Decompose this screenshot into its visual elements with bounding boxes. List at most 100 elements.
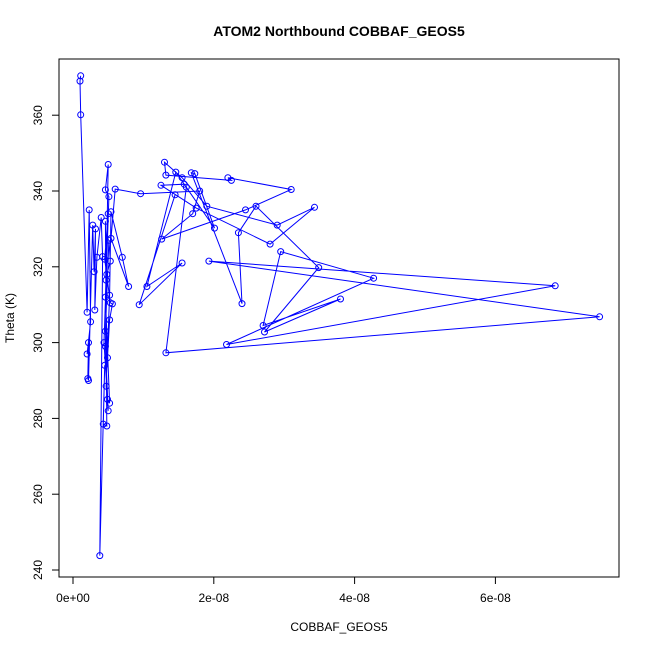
y-tick-label: 280 [31, 408, 45, 428]
data-point [103, 270, 111, 278]
data-point [97, 214, 105, 221]
data-point [85, 206, 93, 214]
data-point [370, 274, 378, 282]
data-point [77, 111, 85, 119]
data-point [90, 268, 98, 276]
data-point [135, 301, 143, 309]
data-point [118, 253, 126, 261]
data-point [85, 377, 92, 384]
x-axis: 0e+00 2e-08 4e-08 6e-08 [56, 576, 511, 605]
data-point [102, 382, 110, 390]
data-point [108, 300, 116, 308]
data-point [189, 210, 197, 218]
data-point [192, 204, 200, 212]
data-point [101, 327, 109, 335]
data-point [111, 185, 119, 193]
chart-title: ATOM2 Northbound COBBAF_GEOS5 [213, 23, 465, 39]
data-point [596, 313, 604, 321]
data-point [187, 169, 195, 177]
data-point [125, 283, 133, 290]
data-point [551, 282, 559, 290]
data-point [104, 395, 111, 403]
data-point [171, 191, 179, 199]
data-point [311, 203, 318, 211]
data-point [104, 354, 111, 362]
data-point [85, 339, 92, 347]
data-point [105, 193, 113, 201]
data-point [178, 259, 186, 267]
x-tick-label: 4e-08 [339, 591, 370, 605]
data-point [161, 158, 168, 166]
data-point [83, 308, 91, 316]
x-axis-label: COBBAF_GEOS5 [290, 620, 388, 634]
data-point [277, 248, 285, 256]
y-axis-label: Theta (K) [3, 293, 17, 343]
data-point [191, 170, 199, 178]
data-point [104, 161, 112, 168]
data-point [143, 283, 151, 290]
data-point [99, 420, 107, 428]
data-point [92, 225, 99, 233]
data-point [315, 264, 323, 272]
data-point [96, 552, 104, 560]
data-point [162, 349, 170, 357]
data-series [76, 72, 604, 560]
data-point [158, 235, 166, 243]
data-point [83, 350, 91, 358]
data-point [287, 186, 295, 193]
data-point [234, 229, 242, 237]
data-point [100, 339, 108, 347]
data-point [266, 240, 274, 248]
data-point [106, 316, 114, 324]
x-tick-label: 2e-08 [198, 591, 229, 605]
data-point [203, 202, 211, 210]
data-point [261, 328, 268, 336]
data-point [227, 176, 235, 184]
series-line [79, 75, 600, 556]
data-point [101, 361, 109, 369]
data-point [106, 399, 114, 407]
data-point [205, 257, 213, 265]
data-point [106, 291, 114, 299]
y-axis: 240 260 280 300 320 340 360 [31, 105, 60, 580]
data-point [252, 202, 260, 210]
data-point [273, 221, 281, 229]
data-point [107, 234, 115, 242]
data-point [238, 300, 246, 308]
data-point [101, 186, 109, 194]
data-point [337, 295, 344, 303]
data-point [91, 306, 99, 314]
data-point [101, 342, 109, 350]
data-point [211, 224, 218, 232]
data-point [182, 183, 190, 191]
data-point [137, 190, 145, 198]
plot-frame [58, 58, 620, 578]
data-point [105, 236, 113, 244]
data-point [223, 341, 230, 348]
data-point [106, 257, 114, 265]
y-tick-label: 340 [31, 181, 45, 201]
data-point [76, 77, 84, 85]
y-tick-label: 240 [31, 560, 45, 580]
data-point [103, 422, 111, 430]
data-point [77, 72, 85, 80]
data-point [242, 206, 249, 214]
data-point [178, 174, 186, 182]
data-point [162, 171, 170, 179]
data-point [196, 187, 204, 195]
y-tick-label: 360 [31, 105, 45, 125]
x-tick-label: 6e-08 [480, 591, 511, 605]
y-tick-label: 320 [31, 256, 45, 276]
data-point [101, 293, 109, 301]
data-point [157, 181, 165, 189]
data-point [101, 217, 109, 225]
data-point [107, 208, 115, 216]
data-point [104, 407, 112, 415]
y-tick-label: 260 [31, 484, 45, 504]
x-tick-label: 0e+00 [56, 591, 90, 605]
data-point [259, 322, 267, 329]
data-point [87, 318, 95, 326]
y-tick-label: 300 [31, 332, 45, 352]
data-point [172, 168, 180, 176]
